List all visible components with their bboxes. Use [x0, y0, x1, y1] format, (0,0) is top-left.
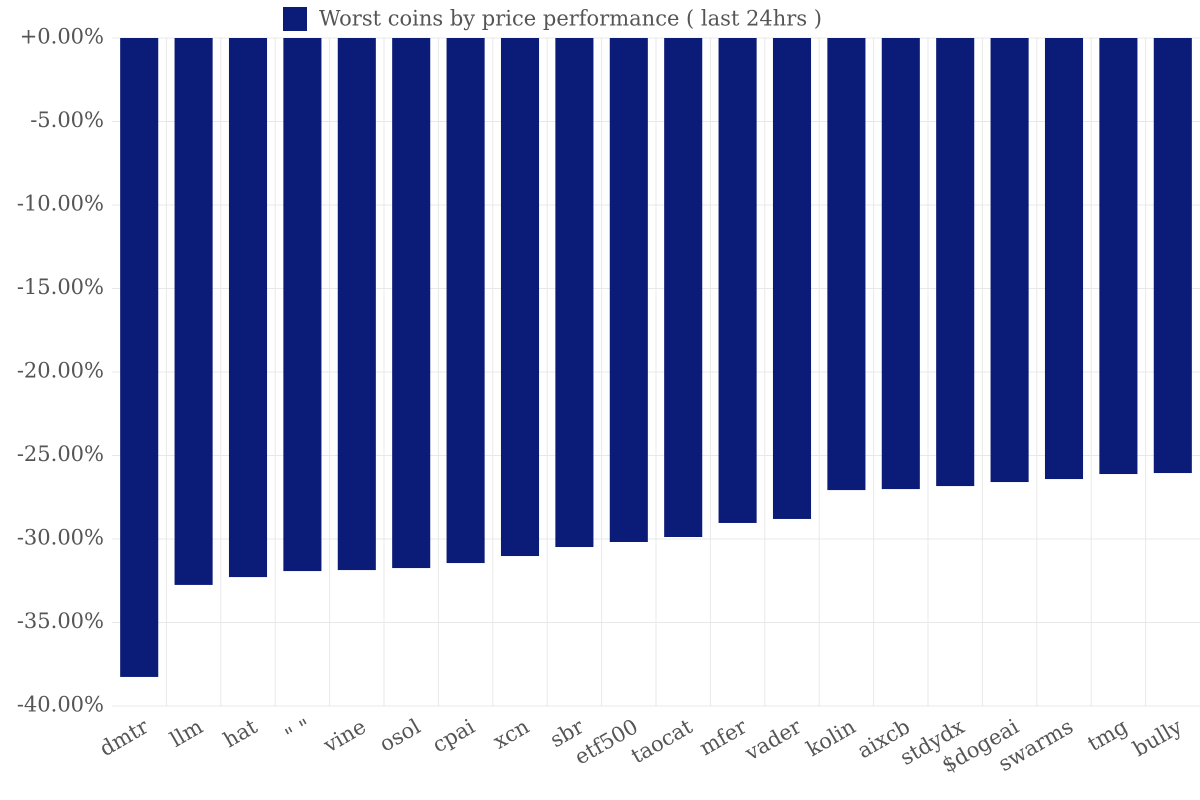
x-tick-label: tmg	[1083, 714, 1131, 756]
bar	[228, 38, 268, 578]
x-tick-label: osol	[375, 714, 424, 756]
x-tick-label: xcn	[489, 714, 533, 753]
y-tick-label: -40.00%	[17, 693, 104, 717]
bar	[1153, 38, 1192, 474]
bar	[1044, 38, 1084, 480]
x-tick-label: mfer	[695, 714, 751, 760]
x-tick-label: llm	[166, 714, 207, 752]
bar	[772, 38, 812, 519]
x-tick-label: bully	[1129, 714, 1186, 761]
legend-label: Worst coins by price performance ( last …	[319, 7, 822, 31]
x-tick-label: kolin	[802, 714, 859, 761]
bar	[881, 38, 920, 490]
y-tick-label: -25.00%	[17, 442, 104, 466]
bar	[337, 38, 376, 571]
y-tick-label: -35.00%	[17, 609, 104, 633]
bar	[120, 38, 159, 677]
x-tick-label: hat	[219, 714, 261, 752]
bar	[609, 38, 648, 543]
x-tick-label: vine	[319, 714, 370, 758]
y-tick-label: -30.00%	[17, 526, 104, 550]
bar	[283, 38, 322, 572]
y-tick-label: -5.00%	[30, 108, 104, 132]
bar	[718, 38, 757, 523]
bar	[500, 38, 540, 557]
bar	[174, 38, 213, 585]
bar	[392, 38, 431, 569]
x-tick-label: vader	[740, 714, 806, 766]
x-tick-label: cpai	[428, 714, 479, 757]
bar	[555, 38, 594, 548]
bar	[1099, 38, 1138, 475]
x-tick-label: etf500	[571, 714, 643, 769]
y-tick-label: -20.00%	[17, 359, 104, 383]
bar	[936, 38, 975, 487]
bar	[990, 38, 1029, 483]
y-tick-label: +0.00%	[20, 25, 104, 49]
x-tick-label: dmtr	[96, 714, 154, 761]
legend-swatch	[283, 7, 307, 31]
bar	[664, 38, 703, 537]
x-tick-label: taocat	[627, 714, 697, 768]
x-tick-label: " "	[281, 714, 316, 748]
y-tick-label: -10.00%	[17, 192, 104, 216]
y-tick-label: -15.00%	[17, 275, 104, 299]
bar	[827, 38, 866, 491]
bar	[446, 38, 485, 564]
